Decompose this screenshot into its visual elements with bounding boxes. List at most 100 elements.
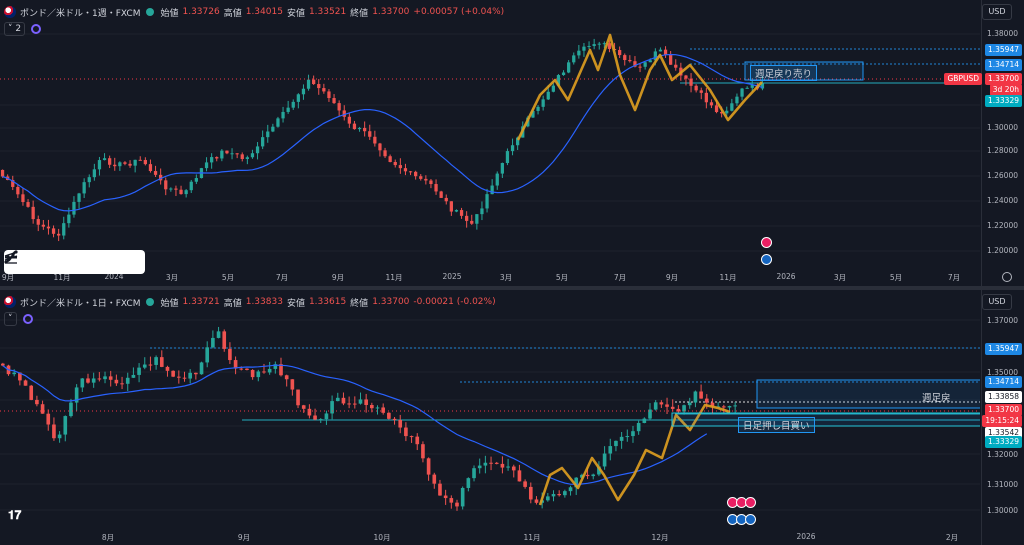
parallel-channel-tool-icon[interactable]	[4, 251, 68, 269]
market-open-icon	[146, 298, 155, 306]
y-tick: 1.28000	[986, 146, 1018, 155]
candle-body	[108, 376, 113, 380]
indicator-icon[interactable]	[22, 314, 33, 324]
event-us-icon[interactable]	[761, 254, 772, 265]
candle-body	[636, 422, 641, 432]
candle-body	[194, 372, 198, 375]
y-tick: 1.38000	[986, 29, 1018, 38]
symbol-title[interactable]: ポンド／米ドル・1日・FXCM	[20, 298, 141, 309]
candle-body	[465, 215, 469, 221]
fib-tool-icon[interactable]	[4, 250, 90, 269]
candle-body	[0, 169, 5, 177]
candle-body	[694, 85, 698, 91]
candle-body	[182, 377, 187, 379]
candle-body	[689, 78, 693, 86]
daily-buy-annotation[interactable]: 日足押し目買い	[738, 417, 815, 433]
candle-body	[444, 197, 448, 202]
candle-body	[171, 370, 175, 377]
weekly-sell-annotation[interactable]: 週足戻り売り	[750, 65, 818, 81]
candle-body	[165, 366, 170, 371]
indicator-collapse-button[interactable]: ˅ 2	[4, 22, 26, 36]
candle-body	[429, 180, 433, 185]
price-axis[interactable]: 1.37000 1.35000 1.32000 1.31000 1.30000 …	[981, 290, 1024, 545]
pane-divider[interactable]	[0, 286, 1024, 290]
candle-body	[80, 378, 85, 388]
candle-body	[177, 376, 181, 378]
candle-body	[750, 84, 754, 88]
candle-body	[255, 146, 260, 154]
indicator-collapse-button[interactable]: ˅	[4, 312, 17, 326]
candle-body	[222, 331, 227, 349]
candle-body	[337, 103, 341, 111]
candle-body	[159, 357, 164, 367]
ray-tool-icon[interactable]	[5, 250, 46, 269]
weekly-chart-canvas[interactable]	[0, 0, 980, 270]
candle-body	[357, 127, 362, 130]
event-gb-icon[interactable]	[745, 497, 756, 508]
candle-body	[271, 126, 275, 132]
x-tick: 2026	[796, 532, 816, 541]
indicator-icon[interactable]	[31, 24, 42, 34]
indicator-toggle-row: ˅	[4, 312, 33, 326]
horizontal-line-tool-icon[interactable]	[5, 255, 112, 269]
candle-body	[665, 404, 669, 407]
price-axis[interactable]: 1.38000 1.32000 1.30000 1.28000 1.26000 …	[944, 0, 1024, 286]
candle-body	[286, 107, 290, 112]
x-tick: 11月	[385, 273, 403, 282]
currency-selector[interactable]: USD	[982, 294, 1012, 310]
daily-chart-pane[interactable]: ポンド／米ドル・1日・FXCM 始値 1.33721 高値 1.33833 安値 1.…	[0, 290, 1024, 545]
candle-body	[658, 49, 663, 52]
candle-body	[607, 43, 612, 49]
time-axis[interactable]: 9月 11月 2024 3月 5月 7月 9月 11月 2025 3月 5月 7…	[0, 272, 980, 284]
settings-gear-icon[interactable]	[1002, 272, 1012, 282]
candle-body	[699, 391, 703, 399]
event-gb-icon[interactable]	[761, 237, 772, 248]
candle-body	[687, 402, 692, 406]
candle-body	[29, 385, 34, 400]
candle-body	[676, 408, 681, 412]
candle-body	[228, 348, 232, 361]
low-label: 安値	[286, 8, 305, 19]
candle-body	[378, 143, 382, 151]
ma-price-tag: 1.33329	[984, 436, 1022, 448]
low-value: 1.33615	[308, 297, 347, 307]
symbol-title[interactable]: ポンド／米ドル・1週・FXCM	[20, 8, 141, 19]
candle-body	[159, 174, 163, 181]
candle-body	[125, 377, 130, 384]
candle-body	[87, 177, 91, 183]
candle-body	[567, 62, 571, 73]
candle-body	[490, 185, 494, 195]
candle-body	[57, 434, 62, 439]
currency-selector[interactable]: USD	[982, 4, 1012, 20]
candle-body	[347, 403, 351, 405]
candle-body	[659, 402, 664, 405]
event-us-icon[interactable]	[745, 514, 756, 525]
x-tick: 3月	[833, 273, 847, 282]
candle-body	[1, 363, 5, 366]
candle-body	[455, 502, 459, 507]
price-tag-line: 1.34714	[984, 59, 1022, 71]
weekly-chart-pane[interactable]: ポンド／米ドル・1週・FXCM 始値 1.33726 高値 1.34015 安値 1.…	[0, 0, 1024, 286]
candle-body	[500, 163, 504, 174]
market-open-icon	[146, 8, 155, 16]
low-label: 安値	[286, 298, 305, 309]
candle-body	[256, 371, 261, 378]
tradingview-logo-icon[interactable]: 𝟏𝟕	[8, 508, 22, 522]
candle-body	[69, 402, 73, 417]
time-axis[interactable]: 8月 9月 10月 11月 12月 2026 2月	[0, 532, 980, 544]
candle-body	[653, 402, 658, 410]
daily-chart-canvas[interactable]	[0, 290, 980, 530]
candle-body	[97, 160, 102, 170]
candle-body	[404, 427, 408, 437]
candle-body	[633, 61, 637, 67]
candle-body	[693, 391, 698, 403]
candle-body	[184, 190, 188, 195]
high-value: 1.34015	[245, 7, 283, 17]
open-label: 始値	[160, 298, 179, 309]
candle-body	[16, 186, 20, 195]
candle-body	[494, 462, 499, 464]
candle-body	[572, 55, 576, 63]
candle-body	[614, 440, 618, 447]
weekly-sell-annotation-clipped[interactable]: 週足戻	[922, 393, 951, 404]
candle-body	[375, 407, 380, 409]
